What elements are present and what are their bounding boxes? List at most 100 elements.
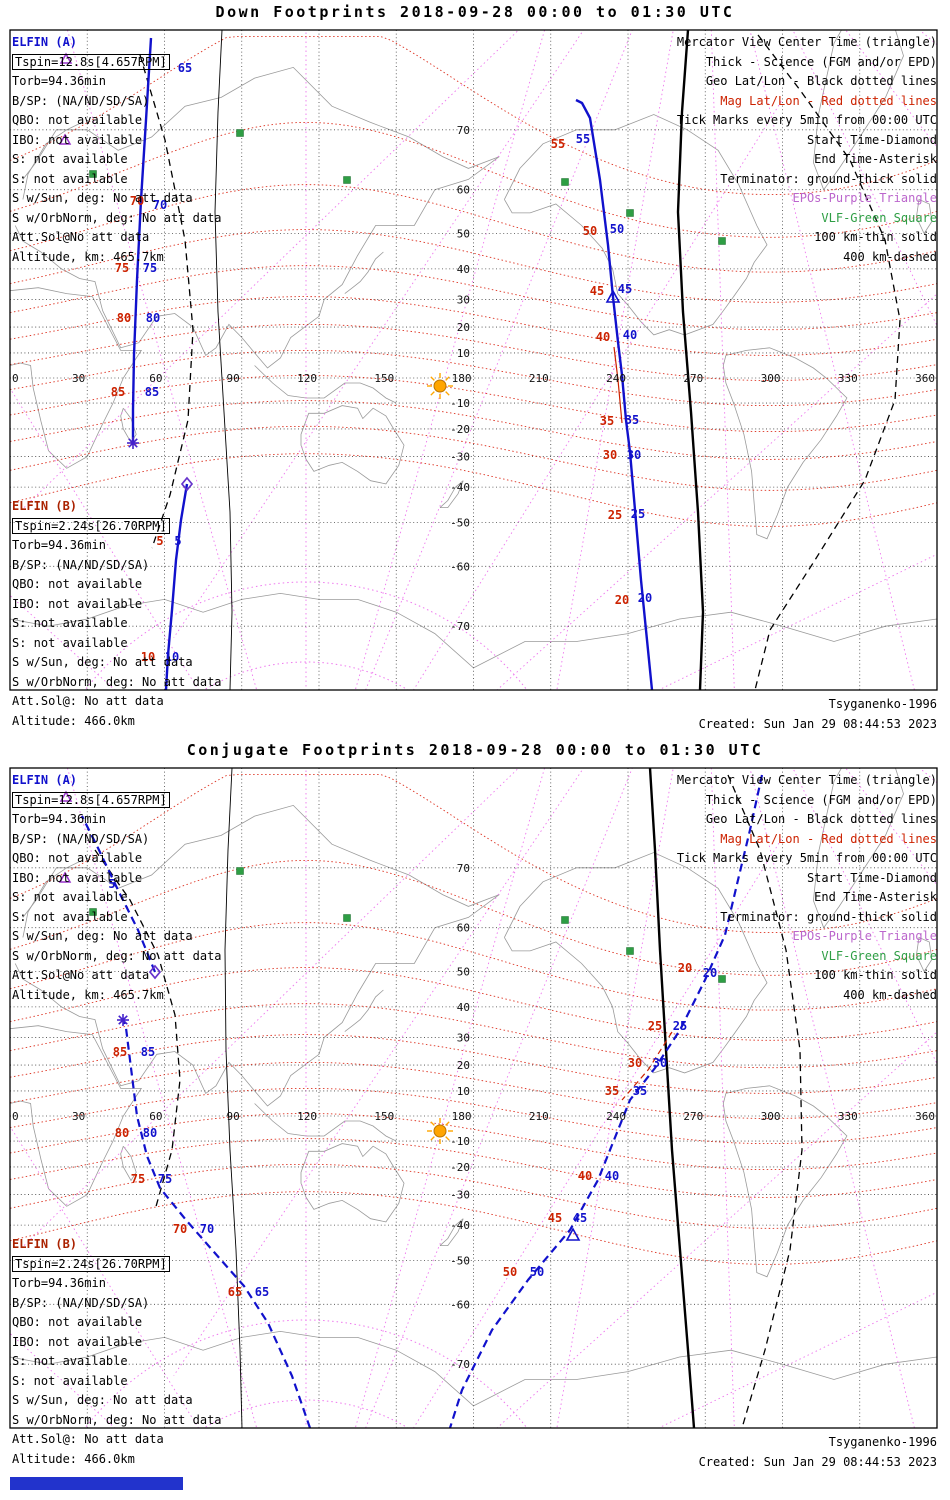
info-line: Att.Sol@No att data	[12, 230, 150, 244]
vlf-station-square-icon	[343, 914, 351, 922]
legend-line: Tick Marks every 5min from 00:00 UTC	[676, 851, 937, 865]
start-time-diamond-icon	[180, 476, 194, 492]
footprint-tracks	[131, 37, 654, 690]
legend-line: Tick Marks every 5min from 00:00 UTC	[676, 113, 937, 127]
center-time-triangle-icon	[565, 1227, 581, 1241]
info-line: S: not available	[12, 616, 128, 630]
lat-tick-label: 50	[457, 227, 470, 240]
terminator-400km-dashed-left	[94, 849, 181, 1211]
legend-line: Thick - Science (FGM and/or EPD)	[705, 54, 937, 69]
elfin-a-minute-label: 20	[638, 591, 652, 605]
vlf-station-square-icon	[89, 908, 97, 916]
elfin-b-minute-label: 85	[111, 385, 125, 399]
info-line: IBO: not available	[12, 1334, 143, 1349]
lat-tick-label: -50	[450, 1255, 470, 1268]
elfin-b-minute-label: 75	[115, 261, 129, 275]
lon-tick-label: 360	[915, 1110, 935, 1123]
lon-tick-label: 120	[297, 372, 317, 385]
lon-tick-label: 360	[915, 372, 935, 385]
legend-line: Start Time-Diamond	[806, 132, 937, 147]
legend-line: Mag Lat/Lon - Red dotted lines	[720, 831, 937, 846]
info-line: B/SP: (NA/ND/SD/SA)	[12, 1295, 150, 1310]
elfin-a-conjugate-descending	[122, 1021, 312, 1428]
info-line: Att.Sol@: No att data	[12, 1432, 164, 1446]
elfin-b-minute-label: 55	[551, 137, 565, 151]
lat-tick-label: -60	[450, 1298, 470, 1311]
elfin-b-minute-label: 50	[503, 1265, 517, 1279]
elfin-a-minute-label: 85	[141, 1045, 155, 1059]
info-line: Altitude: 466.0km	[12, 713, 135, 728]
start-time-diamond-icon	[148, 964, 162, 980]
page-title: Down Footprints 2018-09-28 00:00 to 01:3…	[215, 3, 735, 21]
elfin-b-footprint-visible	[613, 346, 623, 424]
model-label: Tsyganenko-1996	[828, 697, 937, 711]
elfin-b-minute-label: 75	[131, 1172, 145, 1186]
lon-tick-label: 210	[529, 1110, 549, 1123]
terminator-400km-dashed-left	[139, 54, 194, 549]
lon-tick-label: 300	[761, 1110, 781, 1123]
elfin-b-minute-label: 45	[548, 1211, 562, 1225]
elfin-a-info-block: ELFIN (A) Tspin=12.8s[4.657RPM] Torb=94.36…	[12, 33, 222, 267]
elfin-a-minute-label: 75	[158, 1172, 172, 1186]
lon-tick-label: 270	[683, 372, 703, 385]
lon-tick-label: 270	[683, 1110, 703, 1123]
elfin-a-conjugate-start	[81, 815, 157, 973]
lat-tick-label: -20	[450, 1161, 470, 1174]
created-label: Created: Sun Jan 29 08:44:53 2023	[698, 1455, 937, 1469]
lon-tick-label: 180	[452, 1110, 472, 1123]
elfin-b-minute-label: 80	[115, 1126, 129, 1140]
elfin-b-minute-label: 40	[596, 330, 610, 344]
conjugate-footprints-panel: Conjugate Footprints 2018-09-28 00:00 to…	[0, 738, 950, 1500]
minute-labels: 5 85 80 75 70 65 20 25 30 35 40 45 50 85 80 75 70 65 20 25 3…	[108, 877, 717, 1299]
legend-line: EPOs-Purple Triangle	[792, 191, 938, 205]
conjugate-footprints-map: 0 30 60 90 120 150 180 210 240 270 300 330 360 70 60 50…	[9, 767, 938, 1429]
legend-line: Thick - Science (FGM and/or EPD)	[705, 792, 937, 807]
info-header: ELFIN (B)	[12, 1237, 78, 1251]
legend-line: EPOs-Purple Triangle	[792, 929, 938, 943]
elfin-b-conjugate-visible	[621, 1031, 673, 1101]
elfin-a-minute-label: 50	[610, 222, 624, 236]
elfin-a-minute-label: 50	[530, 1265, 544, 1279]
lat-tick-label: -50	[450, 517, 470, 530]
lat-tick-label: 20	[457, 1059, 470, 1072]
info-header: ELFIN (B)	[12, 499, 78, 513]
info-line: Torb=94.36min	[12, 812, 106, 826]
lat-tick-label: -40	[450, 481, 470, 494]
info-line: IBO: not available	[12, 596, 143, 611]
info-line: QBO: not available	[12, 577, 143, 591]
credits-block: Tsyganenko-1996 Created: Sun Jan 29 08:4…	[699, 694, 937, 734]
legend-line: 400 km-dashed	[843, 987, 937, 1002]
info-line: S: not available	[12, 171, 128, 186]
event-markers	[127, 289, 621, 492]
lat-tick-label: 10	[457, 347, 470, 360]
legend-line: Terminator: ground-thick solid	[720, 171, 937, 186]
lat-tick-label: -30	[450, 451, 470, 464]
lat-tick-label: 60	[457, 184, 470, 197]
lat-tick-label: 70	[457, 862, 470, 875]
lat-tick-label: 50	[457, 965, 470, 978]
vlf-station-square-icon	[718, 237, 726, 245]
info-header: ELFIN (A)	[12, 35, 78, 49]
info-line: Torb=94.36min	[12, 74, 106, 88]
info-line: S w/OrbNorm, deg: No att data	[12, 1412, 222, 1427]
vlf-station-square-icon	[561, 178, 569, 186]
info-line: S w/OrbNorm, deg: No att data	[12, 948, 222, 963]
legend-line: End Time-Asterisk	[814, 890, 937, 904]
credits-block: Tsyganenko-1996 Created: Sun Jan 29 08:4…	[699, 1432, 937, 1472]
info-line: S: not available	[12, 152, 128, 166]
elfin-b-info-block: ELFIN (B) Tspin=2.24s[26.70RPM] Torb=94.36…	[12, 1235, 222, 1469]
terminator-100km-thin	[224, 768, 243, 1428]
lat-tick-label: -10	[450, 397, 470, 410]
end-time-asterisk-icon	[127, 437, 139, 449]
elfin-a-footprint-north	[131, 37, 153, 443]
legend-line: Geo Lat/Lon - Black dotted lines	[705, 74, 937, 88]
info-line: Tspin=12.8s[4.657RPM]	[12, 53, 222, 73]
info-line: S w/Sun, deg: No att data	[12, 655, 193, 669]
legend-line: VLF-Green Square	[821, 948, 937, 963]
lon-tick-label: 300	[761, 372, 781, 385]
vlf-station-square-icon	[236, 867, 244, 875]
legend-line: Mercator View Center Time (triangle)	[676, 35, 937, 49]
info-line: S: not available	[12, 635, 128, 650]
lat-tick-label: -70	[450, 1358, 470, 1371]
vlf-station-square-icon	[561, 916, 569, 924]
